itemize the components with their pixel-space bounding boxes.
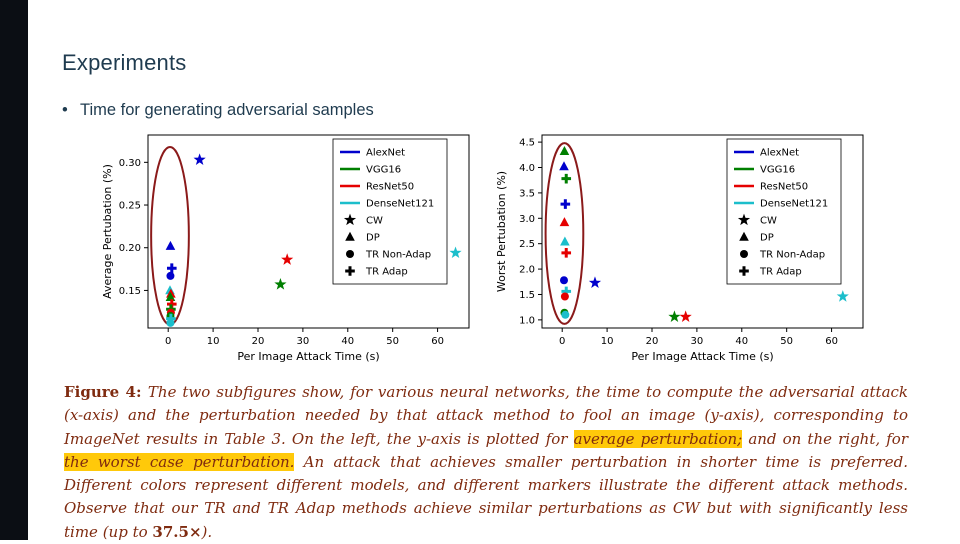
point-DenseNet121-star [836, 290, 849, 302]
y-tick-label: 1.0 [519, 315, 535, 326]
point-AlexNet-plus [166, 263, 177, 274]
x-tick-label: 10 [601, 336, 614, 347]
slide-side-bar [0, 0, 28, 540]
caption-segment: An attack that achieves smaller perturba… [64, 452, 908, 541]
legend-marker-DP [345, 231, 355, 241]
legend-label: DP [366, 233, 380, 244]
cluster-ellipse [544, 142, 585, 325]
point-ResNet50-circle [560, 292, 569, 301]
legend-label: TR Adap [365, 267, 408, 278]
y-tick-label: 0.15 [119, 286, 141, 297]
x-tick-label: 20 [252, 336, 265, 347]
chart-average-perturbation: 0 10 20 30 40 50 60 0.15 0.20 0.25 0.30 Per Image A… [98, 128, 476, 368]
x-tick-label: 20 [646, 336, 659, 347]
x-tick-label: 0 [165, 336, 171, 347]
legend-marker-DP [739, 231, 749, 241]
point-DenseNet121-star [449, 246, 462, 259]
x-axis-label: Per Image Attack Time (s) [631, 350, 773, 363]
y-tick-label: 3.0 [519, 214, 535, 225]
y-axis-label: Average Pertubation (%) [101, 164, 114, 299]
legend-label: VGG16 [366, 165, 401, 176]
legend-label: VGG16 [760, 165, 795, 176]
point-DenseNet121-circle [166, 318, 175, 327]
x-tick-label: 50 [386, 336, 399, 347]
point-DenseNet121-circle [561, 310, 570, 319]
y-tick-label: 2.5 [519, 239, 535, 250]
legend-label: ResNet50 [760, 182, 808, 193]
point-AlexNet-triangle [559, 161, 569, 171]
caption-segment: 37.5× [152, 522, 202, 541]
chart-worst-perturbation: 0 10 20 30 40 50 60 1.0 1.5 2.0 2.5 3.0 3.5 4.0 4.5 Per… [492, 128, 870, 368]
point-AlexNet-triangle [165, 240, 176, 250]
x-tick-label: 60 [825, 336, 838, 347]
legend-label: AlexNet [366, 148, 405, 159]
legend-marker-CW [737, 213, 751, 226]
x-axis-label: Per Image Attack Time (s) [237, 350, 379, 363]
y-axis-label: Worst Pertubation (%) [495, 171, 508, 292]
legend-box [726, 138, 842, 285]
point-DenseNet121-triangle [560, 236, 570, 246]
legend-marker-TR Adap [345, 266, 355, 276]
caption-highlight: average perturbation; [573, 429, 743, 448]
caption-segment: ). [201, 522, 213, 541]
point-AlexNet-circle [559, 276, 568, 285]
x-tick-label: 40 [341, 336, 354, 347]
y-tick-label: 0.25 [119, 201, 141, 212]
point-VGG16-plus [561, 173, 572, 184]
legend-label: ResNet50 [366, 182, 414, 193]
y-tick-label: 0.30 [119, 158, 141, 169]
caption-segment: Figure 4: [64, 383, 148, 401]
point-ResNet50-star [281, 253, 294, 265]
figure-caption: Figure 4: The two subfigures show, for v… [64, 381, 908, 544]
bullet-marker: • [62, 101, 68, 119]
point-ResNet50-plus [561, 248, 572, 258]
caption-highlight: the worst case perturbation. [64, 452, 295, 471]
legend-label: DP [760, 233, 774, 244]
bullet-text: Time for generating adversarial samples [80, 101, 374, 119]
legend-label: TR Non-Adap [365, 250, 431, 261]
x-tick-label: 30 [691, 336, 704, 347]
caption-segment: and on the right, for [742, 429, 908, 448]
point-VGG16-triangle [559, 146, 570, 156]
point-AlexNet-circle [166, 271, 175, 280]
legend-marker-CW [343, 213, 357, 226]
y-tick-label: 2.0 [519, 265, 535, 276]
x-tick-label: 50 [780, 336, 793, 347]
point-VGG16-star [274, 278, 287, 290]
legend-label: DenseNet121 [366, 199, 434, 210]
point-VGG16-star [668, 310, 681, 322]
point-AlexNet-plus [560, 199, 571, 209]
caption-segment: The two subfigures show, for various neu… [64, 383, 909, 448]
legend-box [332, 138, 448, 285]
legend-label: CW [366, 216, 383, 227]
point-AlexNet-star [193, 153, 206, 165]
y-tick-label: 4.0 [519, 163, 535, 174]
legend-marker-TR Adap [739, 266, 749, 276]
x-tick-label: 10 [207, 336, 220, 347]
legend-label: CW [760, 216, 777, 227]
y-tick-label: 4.5 [519, 138, 535, 149]
legend-marker-TR Non-Adap [346, 250, 354, 258]
figure-4-panel: 0 10 20 30 40 50 60 0.15 0.20 0.25 0.30 Per Image A… [98, 128, 870, 368]
x-tick-label: 30 [297, 336, 310, 347]
x-tick-label: 60 [431, 336, 444, 347]
x-tick-label: 40 [735, 336, 748, 347]
legend-label: AlexNet [760, 148, 799, 159]
y-tick-label: 1.5 [519, 290, 535, 301]
legend-label: DenseNet121 [760, 199, 828, 210]
bullet-item: • Time for generating adversarial samples [62, 101, 374, 120]
point-VGG16-triangle [165, 292, 176, 302]
point-AlexNet-star [588, 276, 602, 288]
point-ResNet50-star [679, 310, 692, 322]
slide-title: Experiments [62, 50, 187, 75]
point-ResNet50-triangle [559, 217, 570, 227]
x-tick-label: 0 [559, 336, 565, 347]
legend-label: TR Adap [759, 267, 802, 278]
legend-label: TR Non-Adap [759, 250, 825, 261]
legend-marker-TR Non-Adap [740, 250, 748, 258]
y-tick-label: 3.5 [519, 188, 535, 199]
y-tick-label: 0.20 [119, 243, 141, 254]
